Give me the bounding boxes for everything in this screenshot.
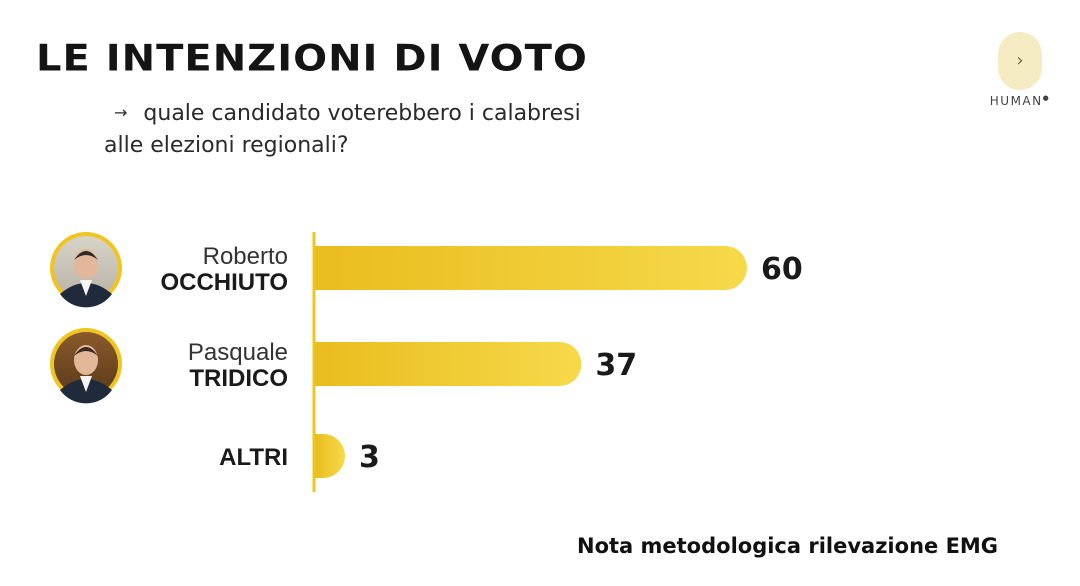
logo-text: HUMAN●: [989, 94, 1051, 108]
candidate-first-name: Roberto: [203, 243, 288, 270]
methodology-note: Nota metodologica rilevazione EMG: [577, 534, 999, 558]
candidate-last-name: OCCHIUTO: [160, 269, 288, 296]
chart-title: LE INTENZIONI DI VOTO: [36, 37, 588, 80]
bar-occhiuto: [315, 246, 747, 290]
subtitle-line-1: quale candidato voterebbero i calabresi: [143, 101, 581, 126]
arrow-right-icon: →: [114, 103, 128, 122]
candidate-first-name: Pasquale: [188, 339, 288, 366]
avatar-occhiuto: [50, 232, 122, 308]
bar-tridico: [315, 342, 582, 386]
chevron-right-icon: ›: [1016, 50, 1024, 71]
bar-altri: [315, 434, 345, 478]
human-logo: › HUMAN●: [984, 32, 1056, 112]
value-label-altri: 3: [359, 440, 380, 475]
logo-badge: ›: [998, 32, 1042, 90]
chart-subtitle: → quale candidato voterebbero i calabresi…: [104, 97, 744, 162]
value-label-occhiuto: 60: [761, 252, 803, 287]
avatar-tridico: [50, 328, 122, 404]
value-label-tridico: 37: [595, 348, 637, 383]
category-label: ALTRI: [219, 444, 288, 471]
subtitle-line-2: alle elezioni regionali?: [104, 133, 349, 158]
candidate-last-name: TRIDICO: [189, 365, 288, 392]
